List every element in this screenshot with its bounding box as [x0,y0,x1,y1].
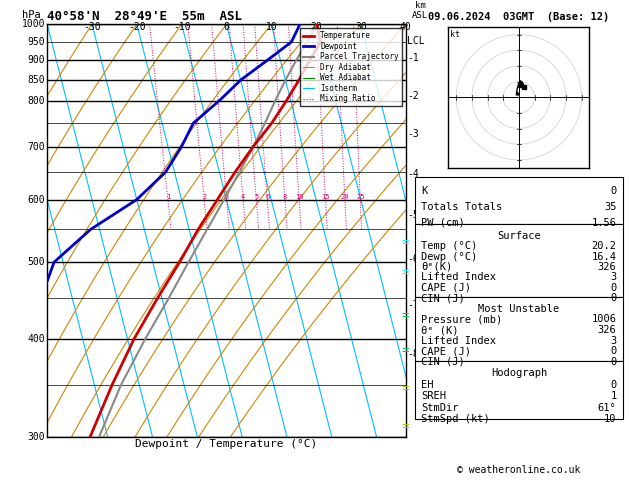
Text: 300: 300 [28,433,45,442]
Text: 700: 700 [28,142,45,152]
Text: 0: 0 [610,357,616,367]
Text: 20: 20 [341,193,349,200]
Bar [415,177,623,225]
Text: 8: 8 [283,193,287,200]
Text: =: = [402,266,409,278]
Text: 61°: 61° [598,402,616,413]
Text: 40°58'N  28°49'E  55m  ASL: 40°58'N 28°49'E 55m ASL [47,10,242,23]
Text: 10: 10 [604,414,616,424]
Text: 20: 20 [310,22,322,32]
Text: =: = [402,345,409,357]
Text: 0: 0 [610,283,616,293]
Text: km
ASL: km ASL [412,1,428,20]
Text: Lifted Index: Lifted Index [421,273,496,282]
Text: 3: 3 [225,193,229,200]
Text: 16.4: 16.4 [591,252,616,261]
Text: =: = [402,420,409,433]
Text: EH: EH [421,380,434,390]
Text: 326: 326 [598,262,616,272]
Text: 10: 10 [295,193,303,200]
Text: -2: -2 [408,91,420,101]
Text: 800: 800 [28,96,45,106]
Bar [415,361,623,419]
Text: 15: 15 [321,193,330,200]
Text: PW (cm): PW (cm) [421,218,465,228]
Text: CIN (J): CIN (J) [421,293,465,303]
Legend: Temperature, Dewpoint, Parcel Trajectory, Dry Adiabat, Wet Adiabat, Isotherm, Mi: Temperature, Dewpoint, Parcel Trajectory… [299,28,402,106]
Text: -20: -20 [128,22,146,32]
Text: -6: -6 [408,254,420,264]
Text: 09.06.2024  03GMT  (Base: 12): 09.06.2024 03GMT (Base: 12) [428,12,610,22]
Text: 950: 950 [28,37,45,47]
Text: 10: 10 [265,22,277,32]
Bar [415,297,623,361]
Text: 850: 850 [28,75,45,85]
Text: 0: 0 [223,22,230,32]
Text: 2: 2 [202,193,206,200]
Text: K: K [421,186,428,196]
Text: StmSpd (kt): StmSpd (kt) [421,414,490,424]
Text: 35: 35 [604,202,616,212]
Text: -10: -10 [173,22,191,32]
Text: =: = [402,310,409,322]
Text: -30: -30 [83,22,101,32]
Text: © weatheronline.co.uk: © weatheronline.co.uk [457,465,581,475]
Text: Pressure (mb): Pressure (mb) [421,314,503,324]
Text: -5: -5 [408,210,420,220]
Text: 1000: 1000 [22,19,45,29]
Text: Hodograph: Hodograph [491,368,547,378]
Text: hPa: hPa [22,10,41,20]
Text: Dewp (°C): Dewp (°C) [421,252,477,261]
Text: -8: -8 [408,348,420,359]
Text: 6: 6 [265,193,269,200]
Text: -1: -1 [408,53,420,63]
Text: -4: -4 [408,169,420,179]
Text: =: = [402,382,409,395]
Text: Totals Totals: Totals Totals [421,202,503,212]
Text: 0: 0 [610,347,616,356]
Text: -7: -7 [408,300,420,310]
Text: 0: 0 [610,186,616,196]
Text: kt: kt [450,30,460,39]
Text: 326: 326 [598,325,616,335]
Text: 900: 900 [28,55,45,66]
Bar [415,225,623,297]
X-axis label: Dewpoint / Temperature (°C): Dewpoint / Temperature (°C) [135,439,318,449]
Text: 3: 3 [610,273,616,282]
Text: StmDir: StmDir [421,402,459,413]
Text: 600: 600 [28,194,45,205]
Text: 40: 40 [400,22,411,32]
Text: SREH: SREH [421,391,447,401]
Text: LCL: LCL [408,36,425,46]
Text: 1006: 1006 [591,314,616,324]
Text: 0: 0 [610,293,616,303]
Text: θᵉ(K): θᵉ(K) [421,262,453,272]
Text: Temp (°C): Temp (°C) [421,241,477,251]
Text: 0: 0 [610,380,616,390]
Text: 1: 1 [610,391,616,401]
Text: CAPE (J): CAPE (J) [421,283,471,293]
Text: 1: 1 [165,193,170,200]
Text: 500: 500 [28,257,45,267]
Text: CAPE (J): CAPE (J) [421,347,471,356]
Text: 1.56: 1.56 [591,218,616,228]
Text: θᵉ (K): θᵉ (K) [421,325,459,335]
Text: CIN (J): CIN (J) [421,357,465,367]
Text: 20.2: 20.2 [591,241,616,251]
Text: 30: 30 [355,22,367,32]
Text: 4: 4 [241,193,245,200]
Text: 3: 3 [610,336,616,346]
Text: Surface: Surface [497,231,541,241]
Text: 25: 25 [356,193,364,200]
Text: 5: 5 [254,193,259,200]
Text: -3: -3 [408,129,420,139]
Text: Most Unstable: Most Unstable [478,304,560,314]
Text: =: = [402,237,409,249]
Text: 400: 400 [28,334,45,344]
Text: Lifted Index: Lifted Index [421,336,496,346]
